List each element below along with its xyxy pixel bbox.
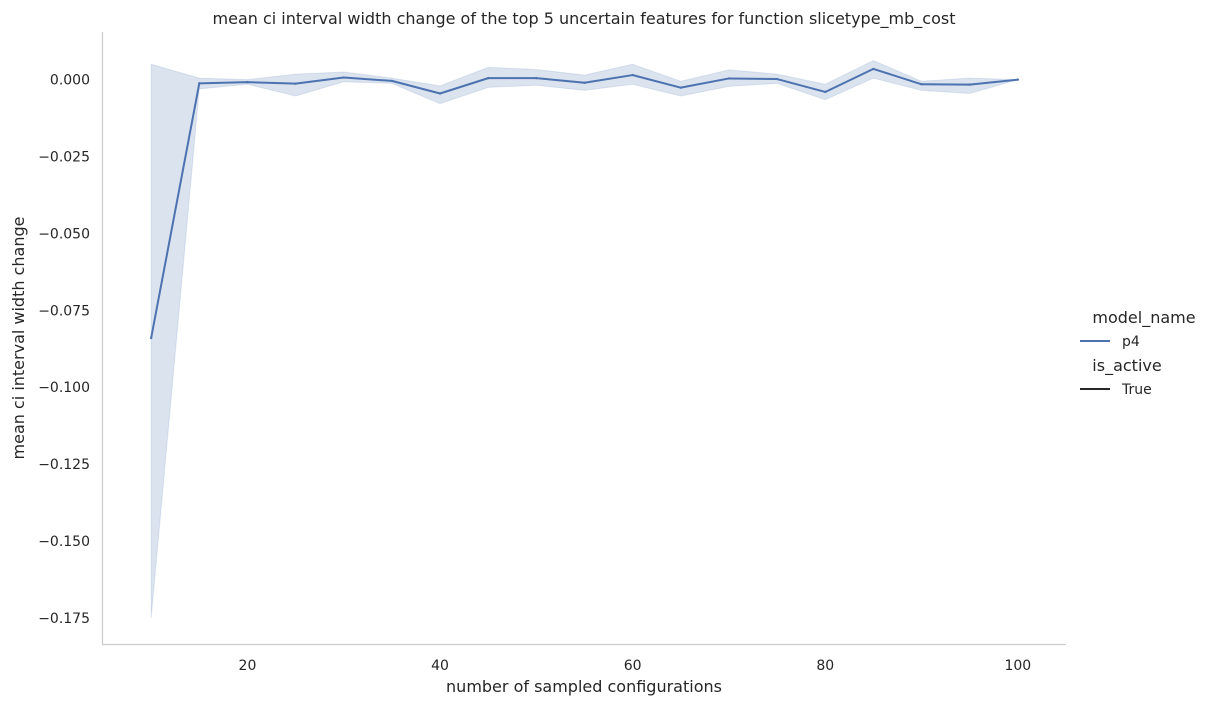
data-point-p4-25 <box>294 82 297 85</box>
data-point-p4-35 <box>390 79 394 83</box>
data-point-p4-20 <box>246 80 249 84</box>
data-point-p4-45 <box>487 76 490 80</box>
data-point-p4-80 <box>824 90 827 94</box>
data-point-p4-30 <box>342 76 345 79</box>
data-point-p4-85 <box>872 67 875 71</box>
data-point-p4-95 <box>968 83 971 86</box>
x-tick-label-100: 100 <box>1004 658 1031 674</box>
data-point-p4-65 <box>679 86 682 89</box>
data-point-p4-15 <box>198 82 201 85</box>
y-tick-label-0: 0.000 <box>50 73 90 89</box>
data-point-p4-10 <box>149 336 153 340</box>
y-tick-label-1: −0.025 <box>38 150 90 166</box>
data-point-p4-55 <box>583 81 586 84</box>
chart-title: mean ci interval width change of the top… <box>213 9 956 29</box>
y-tick-label-6: −0.150 <box>38 534 90 550</box>
y-tick-labels: 0.000 −0.025 −0.050 −0.075 −0.100 −0.125 −0.15… <box>38 73 90 627</box>
data-point-p4-100 <box>1016 78 1020 81</box>
legend-hue-label-p4: p4 <box>1122 334 1140 350</box>
x-axis-label: number of sampled configurations <box>446 677 722 696</box>
x-tick-label-40: 40 <box>431 658 449 674</box>
data-point-p4-75 <box>775 77 779 81</box>
data-point-p4-50 <box>535 76 538 80</box>
y-tick-label-3: −0.075 <box>38 303 90 319</box>
legend-style-label-true: True <box>1121 382 1152 398</box>
x-tick-label-60: 60 <box>624 658 642 674</box>
confidence-band-layer <box>150 60 1018 618</box>
data-point-p4-60 <box>631 73 634 77</box>
ci-band-p4 <box>150 60 1018 618</box>
series-line-p4 <box>150 67 1018 339</box>
data-point-p4-90 <box>920 83 923 86</box>
legend-style-title: is_active <box>1092 356 1161 376</box>
x-tick-label-20: 20 <box>239 658 257 674</box>
x-tick-label-80: 80 <box>816 658 834 674</box>
y-tick-label-7: −0.175 <box>38 611 90 627</box>
plot-area <box>149 60 1020 618</box>
data-point-p4-70 <box>727 77 731 80</box>
legend-hue-title: model_name <box>1092 308 1195 328</box>
x-tick-labels: 20 40 60 80 100 <box>239 658 1032 674</box>
y-tick-label-5: −0.125 <box>38 457 90 473</box>
y-tick-label-2: −0.050 <box>38 226 90 242</box>
y-axis-label: mean ci interval width change <box>9 217 28 460</box>
legend: model_name p4 is_active True <box>1080 308 1196 398</box>
data-point-p4-40 <box>438 92 442 95</box>
y-tick-label-4: −0.100 <box>38 380 90 396</box>
series-line-layer <box>149 67 1020 340</box>
